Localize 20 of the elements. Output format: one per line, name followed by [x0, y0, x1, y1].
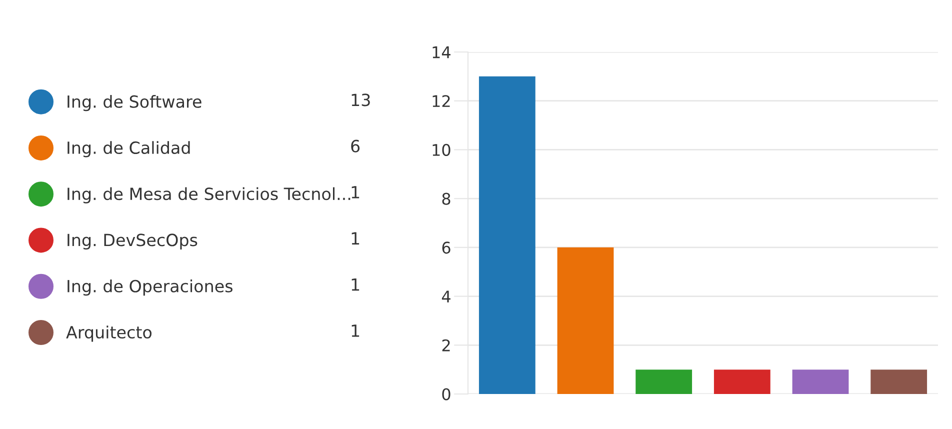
legend-label: Ing. de Operaciones [68, 280, 232, 296]
y-tick-label: 14 [432, 46, 450, 58]
text: 13 [352, 94, 370, 106]
y-tick-label: 2 [442, 339, 450, 352]
text: 1 [352, 324, 360, 337]
y-tick-label: 0 [442, 388, 450, 400]
y-tick-label: 4 [442, 290, 450, 302]
text: 1 [352, 278, 360, 291]
legend-label: Arquitecto [66, 326, 152, 342]
legend-label: Ing. de Mesa de Servicios Tecnol... [68, 187, 350, 204]
y-tick-label: 12 [432, 95, 450, 107]
text: 1 [352, 186, 360, 198]
legend-label: Ing. DevSecOps [68, 234, 198, 250]
legend-label: Ing. de Software [68, 95, 202, 112]
legend-label: Ing. de Calidad [68, 141, 190, 158]
text: 1 [352, 232, 360, 244]
y-tick-label: 6 [442, 242, 450, 254]
y-tick-label: 8 [442, 192, 450, 205]
text: 6 [351, 140, 360, 152]
y-tick-label: 10 [432, 144, 450, 156]
